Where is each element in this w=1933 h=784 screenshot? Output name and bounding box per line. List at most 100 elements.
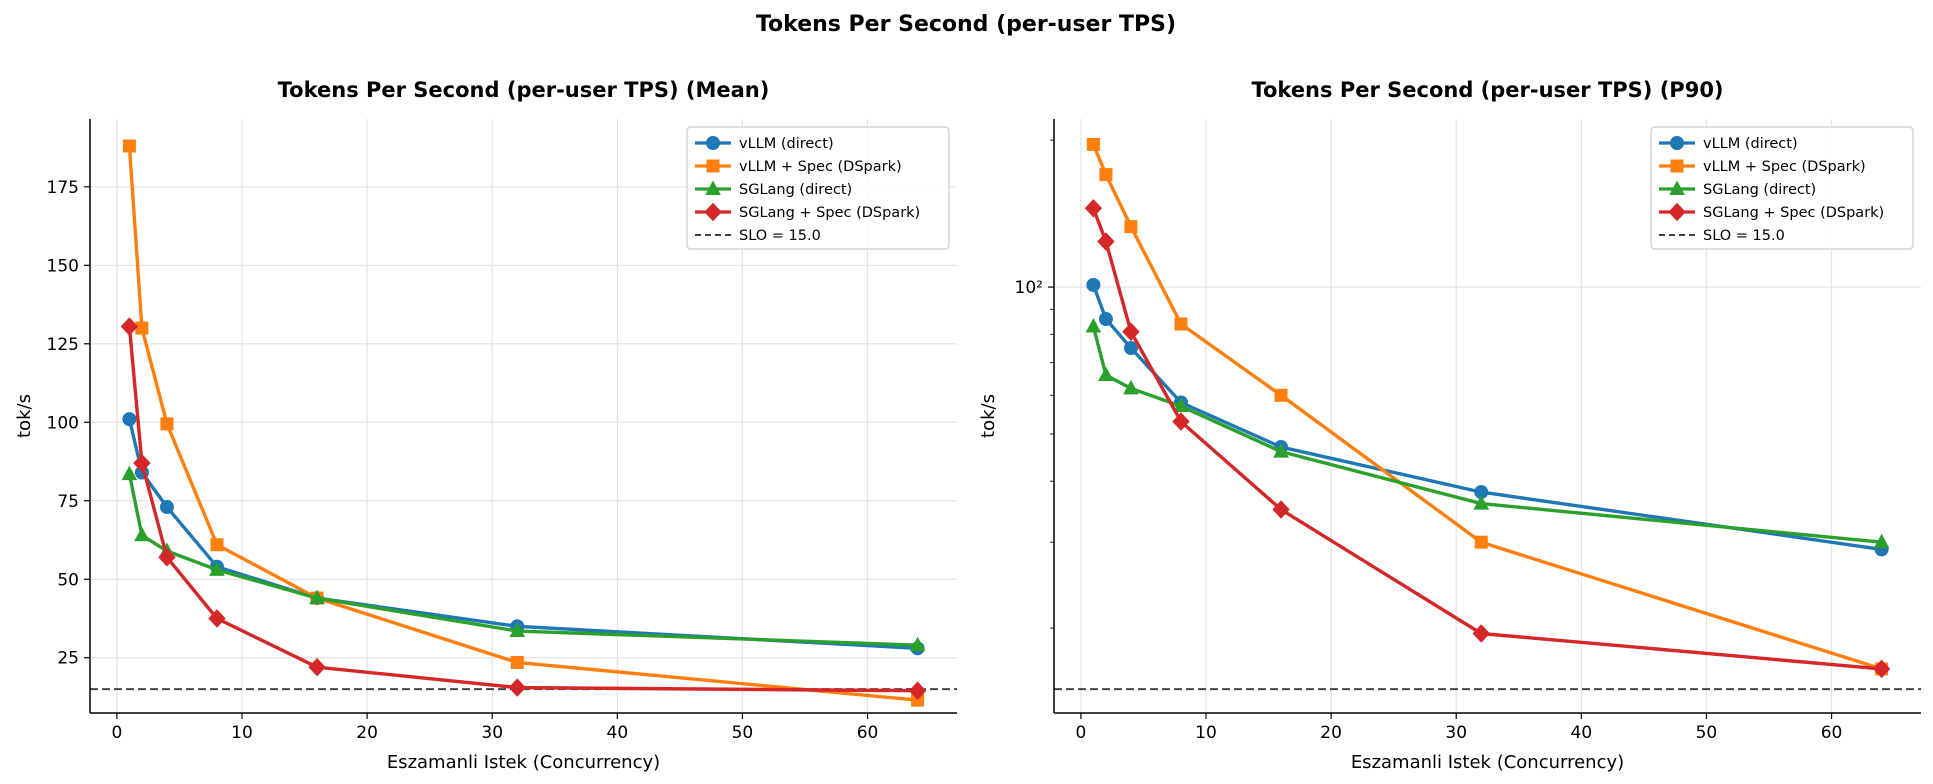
legend-label: vLLM (direct) [739,136,834,152]
data-point [159,500,174,515]
data-point [1873,533,1890,549]
data-point [1098,366,1114,382]
x-tick-label: 20 [356,723,378,743]
data-point [135,321,149,335]
data-point [508,678,526,697]
y-tick-label: 25 [57,649,79,669]
series-3 [120,317,927,700]
x-tick-label: 30 [481,723,503,743]
legend: vLLM (direct) vLLM + Spec (DSpark) SGLang … [686,126,950,250]
data-point [1124,220,1138,234]
p90-chart-panel: 0 10 20 30 40 50 60 10² Tokens Per Second (per-u… [978,78,1921,773]
series-1 [122,139,925,707]
x-tick-label: 30 [1445,723,1467,743]
data-point [1273,443,1289,458]
x-axis-label: Eszamanli Istek (Concurrency) [387,752,660,773]
data-point [1174,317,1188,331]
x-tick-label: 40 [607,723,629,743]
legend-item: SGLang + Spec (DSpark) [1659,202,1884,222]
data-point [1084,199,1103,218]
data-point [1173,397,1189,413]
legend-marker [1668,202,1686,222]
legend-label: SLO = 15.0 [1703,228,1785,244]
y-tick-label: 50 [57,570,79,590]
legend-item: SGLang + Spec (DSpark) [695,202,920,222]
y-tick-label: 125 [47,335,79,355]
data-point [1098,312,1113,327]
data-point [120,317,139,336]
legend: vLLM (direct) vLLM + Spec (DSpark) SGLang … [1650,126,1914,250]
chart-title: Tokens Per Second (per-user TPS) (P90) [1251,78,1723,102]
legend-item: vLLM + Spec (DSpark) [1659,159,1866,175]
data-point [122,412,137,427]
legend-marker [1669,180,1685,195]
series-0 [122,412,925,656]
x-axis-label: Eszamanli Istek (Concurrency) [1351,752,1624,773]
x-tick-label: 60 [857,723,879,743]
legend-label: SLO = 15.0 [739,228,821,244]
series-1 [1086,137,1889,676]
data-point [1097,232,1115,251]
data-point [1086,137,1100,151]
x-tick-label: 50 [732,723,754,743]
legend-frame [686,126,950,250]
data-point [121,465,138,481]
data-point [1123,341,1138,356]
legend-marker [704,202,722,222]
legend-marker [706,159,720,173]
legend-item: SLO = 15.0 [695,228,821,244]
data-point [509,622,526,638]
legend-label: vLLM + Spec (DSpark) [739,159,902,175]
data-point [1172,412,1190,431]
y-tick-label: 175 [47,178,79,198]
legend-label: SGLang (direct) [1703,182,1816,198]
series-line [1091,207,1882,671]
data-point [209,561,225,576]
data-point [158,548,176,567]
legend-item: SLO = 15.0 [1659,228,1785,244]
x-tick-label: 10 [1195,723,1217,743]
data-point [1872,659,1891,679]
series-line [127,418,918,651]
legend-marker [1670,136,1684,150]
legend-marker [705,180,721,195]
y-tick-label: 10² [1015,278,1043,298]
y-tick-label: 150 [47,256,79,276]
data-point [134,526,150,542]
y-axis-label: tok/s [14,394,35,438]
data-point [308,657,326,677]
series-line [1091,284,1882,552]
legend-marker [706,136,720,150]
legend-label: SGLang (direct) [739,182,852,198]
y-axis-label: tok/s [978,394,999,438]
legend-item: SGLang (direct) [1659,180,1816,198]
data-point [309,589,325,605]
data-point [1472,624,1490,643]
data-point [1099,168,1113,182]
legend-item: vLLM (direct) [695,136,834,152]
legend-item: vLLM (direct) [1659,136,1798,152]
legend-label: SGLang + Spec (DSpark) [739,205,920,221]
data-point [1085,317,1102,333]
data-point [1122,322,1140,341]
data-point [1086,277,1101,292]
data-point [208,609,226,628]
data-point [160,417,174,431]
data-point [122,139,136,153]
legend-marker [1670,159,1684,173]
data-point [1272,500,1290,519]
series-2 [1085,317,1890,549]
x-tick-label: 60 [1821,723,1843,743]
legend-label: SGLang + Spec (DSpark) [1703,205,1884,221]
data-point [1473,495,1490,510]
chart-title: Tokens Per Second (per-user TPS) (Mean) [278,78,770,102]
data-point [1474,535,1488,549]
x-tick-label: 10 [231,723,253,743]
x-tick-label: 40 [1571,723,1593,743]
data-point [510,655,524,669]
figure-suptitle: Tokens Per Second (per-user TPS) [756,12,1176,37]
data-point [1123,379,1139,395]
x-tick-label: 0 [111,723,122,743]
mean-chart-panel: 0 10 20 30 40 50 60 25 50 75 100 125 150 175 Tokens Pe… [14,78,957,773]
